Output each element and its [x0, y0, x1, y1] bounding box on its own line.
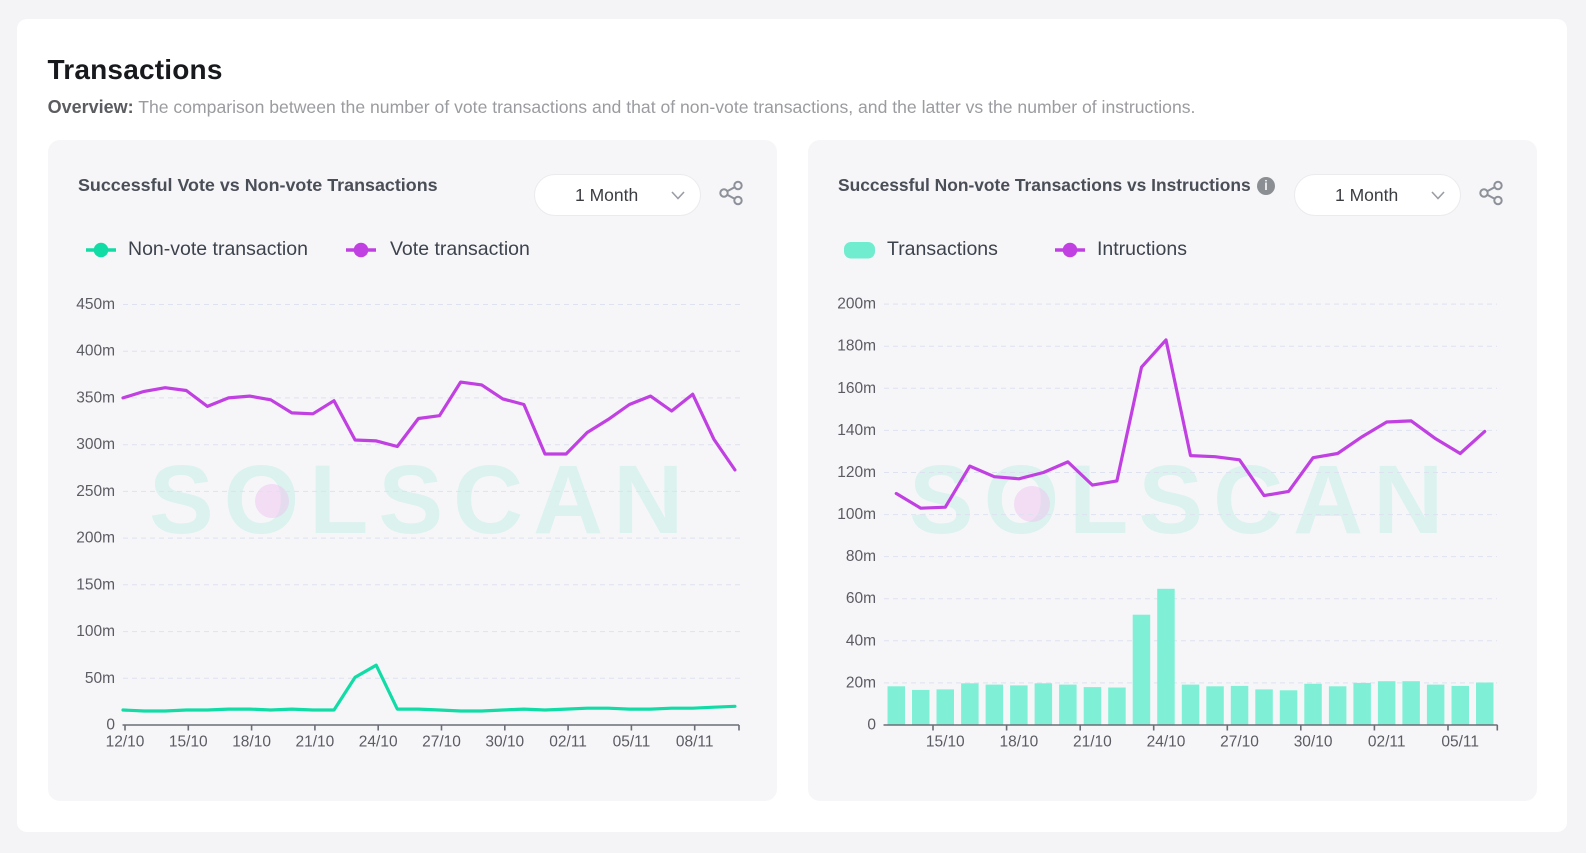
svg-text:350m: 350m: [76, 389, 115, 406]
svg-text:02/11: 02/11: [1368, 734, 1406, 751]
svg-text:30/10: 30/10: [1294, 734, 1333, 751]
svg-text:400m: 400m: [76, 343, 115, 360]
svg-text:0: 0: [106, 717, 115, 734]
svg-text:27/10: 27/10: [422, 734, 461, 751]
svg-text:200m: 200m: [76, 530, 115, 547]
svg-text:05/11: 05/11: [613, 734, 651, 751]
svg-text:150m: 150m: [76, 576, 115, 593]
svg-text:20m: 20m: [846, 674, 876, 691]
svg-text:40m: 40m: [846, 632, 876, 649]
svg-text:0: 0: [867, 717, 876, 734]
svg-text:27/10: 27/10: [1220, 734, 1259, 751]
svg-text:24/10: 24/10: [1147, 734, 1186, 751]
svg-text:18/10: 18/10: [1000, 734, 1039, 751]
svg-text:120m: 120m: [837, 464, 876, 481]
svg-text:60m: 60m: [846, 590, 876, 607]
svg-text:24/10: 24/10: [359, 734, 398, 751]
svg-text:15/10: 15/10: [169, 734, 208, 751]
svg-text:21/10: 21/10: [1073, 734, 1112, 751]
svg-text:450m: 450m: [76, 296, 115, 313]
svg-text:18/10: 18/10: [232, 734, 271, 751]
svg-text:02/11: 02/11: [549, 734, 587, 751]
svg-text:100m: 100m: [76, 623, 115, 640]
svg-text:15/10: 15/10: [926, 734, 965, 751]
svg-text:80m: 80m: [846, 548, 876, 565]
svg-text:12/10: 12/10: [106, 734, 145, 751]
svg-text:180m: 180m: [837, 338, 876, 355]
svg-text:50m: 50m: [85, 670, 115, 687]
svg-text:250m: 250m: [76, 483, 115, 500]
svg-text:05/11: 05/11: [1441, 734, 1479, 751]
svg-text:100m: 100m: [837, 506, 876, 523]
svg-text:08/11: 08/11: [676, 734, 714, 751]
svg-text:30/10: 30/10: [485, 734, 524, 751]
svg-text:21/10: 21/10: [296, 734, 335, 751]
svg-text:300m: 300m: [76, 436, 115, 453]
svg-text:160m: 160m: [837, 380, 876, 397]
svg-text:140m: 140m: [837, 422, 876, 439]
svg-text:200m: 200m: [837, 296, 876, 313]
